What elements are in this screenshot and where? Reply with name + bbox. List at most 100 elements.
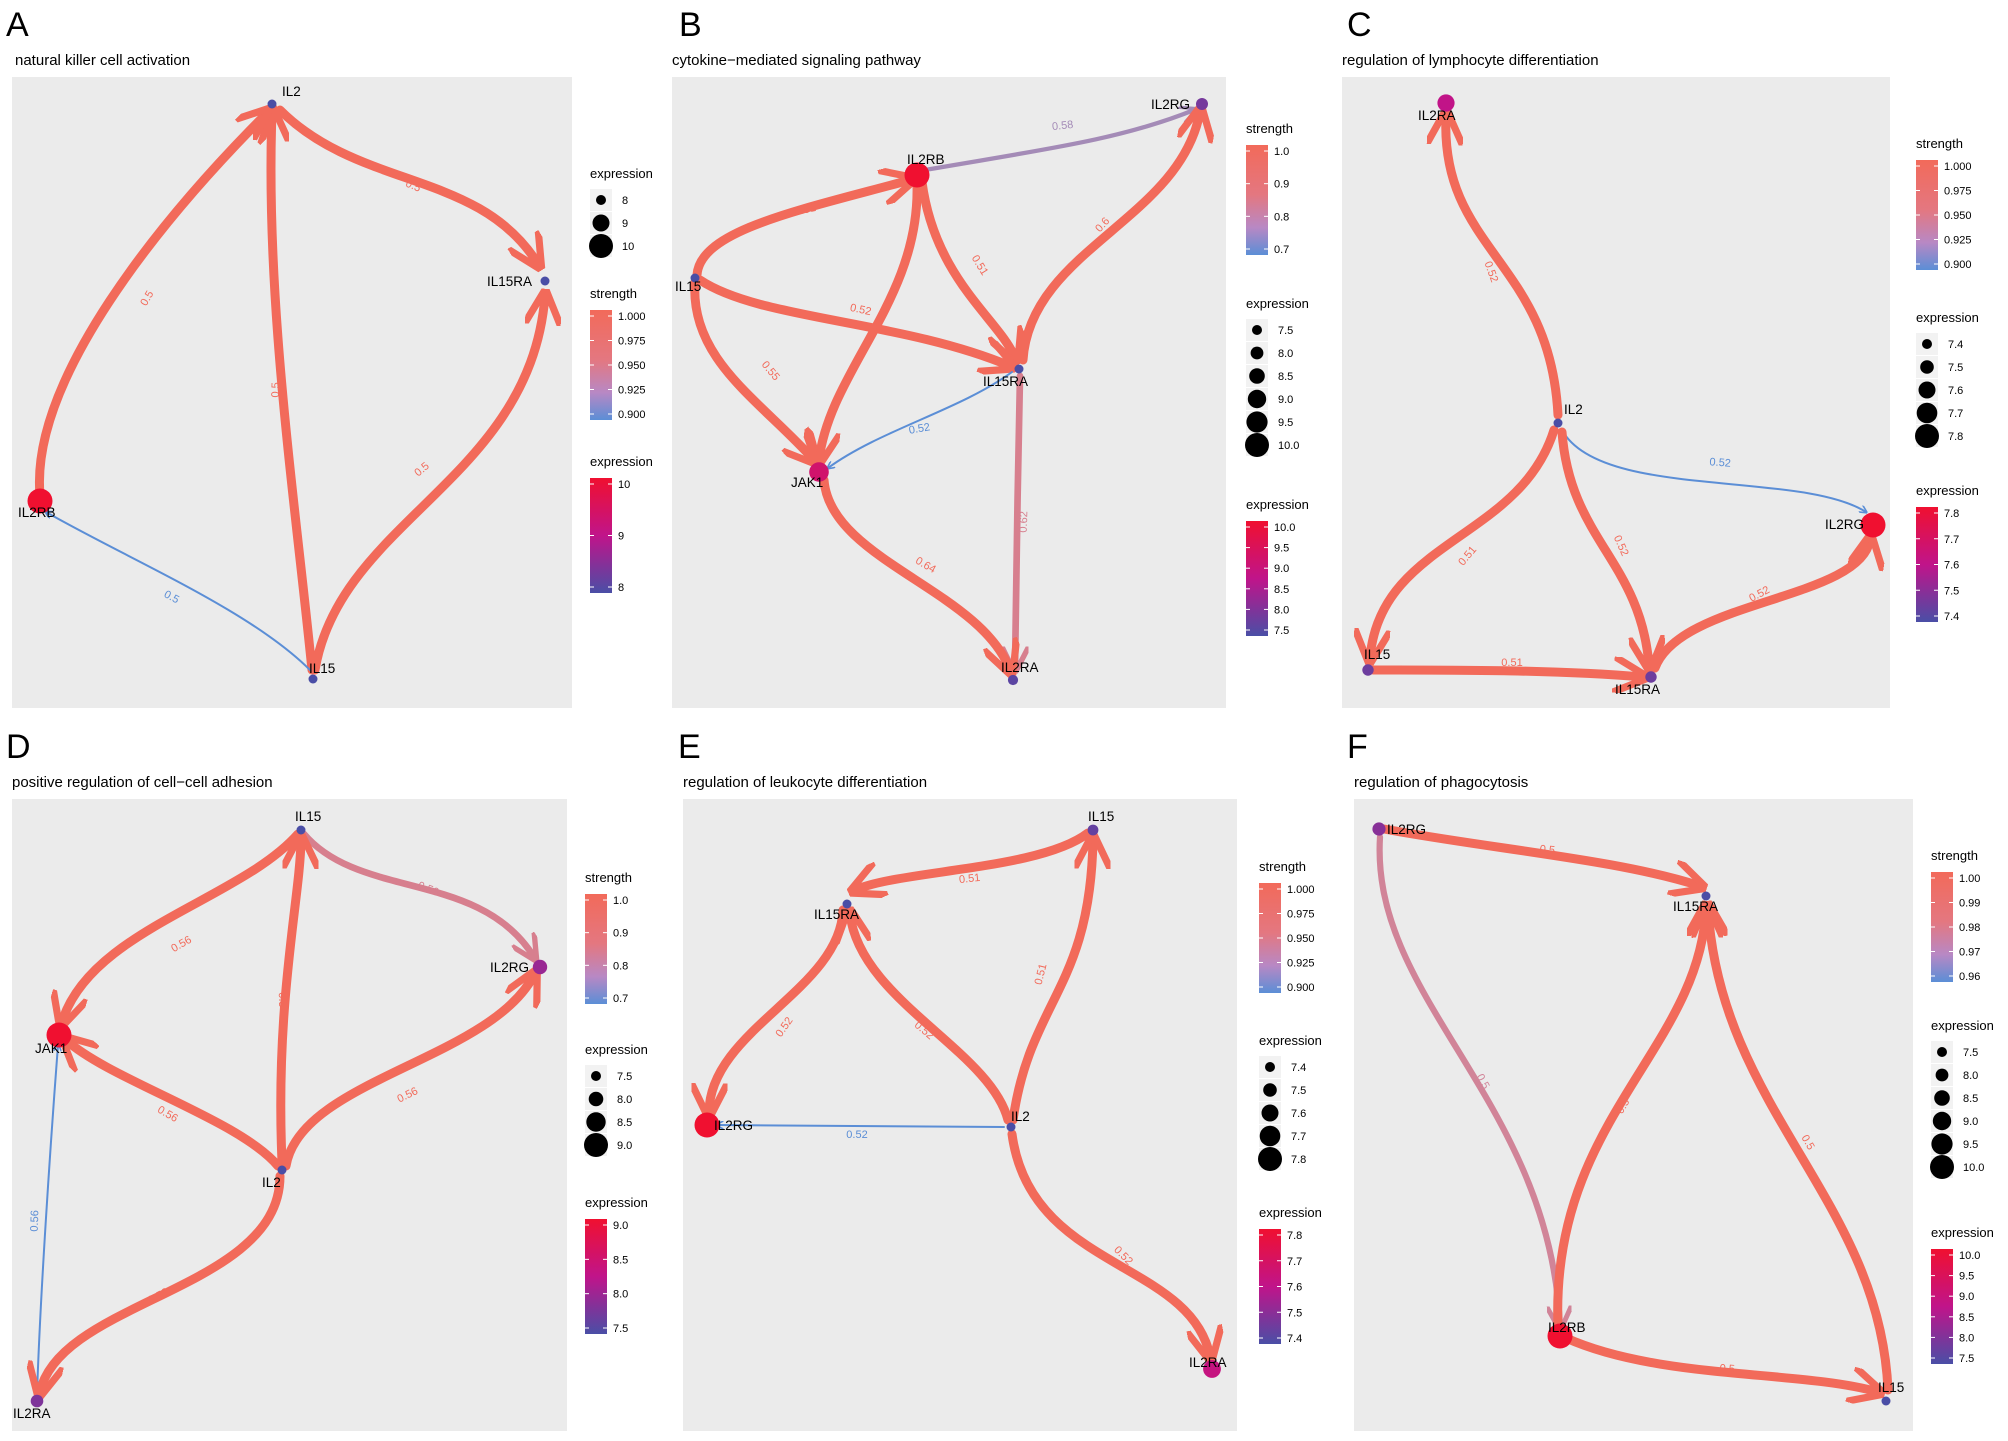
- legend-size-dot: [1922, 339, 1932, 349]
- edge-il2-il2rg: [1561, 429, 1866, 512]
- expression-colorbar: [1916, 507, 1938, 622]
- node-il15ra: [842, 899, 852, 909]
- legend-title: expression: [1259, 1205, 1322, 1220]
- node-label: IL2RA: [1189, 1355, 1227, 1370]
- edge-label: 0.51: [1033, 962, 1050, 986]
- legend-tick: 8: [618, 582, 624, 594]
- legend-tick: 0.925: [1287, 958, 1315, 970]
- expression-colorbar: [585, 1219, 607, 1334]
- edge-il15-il15ra: [1368, 670, 1642, 677]
- node-label: IL2RB: [18, 505, 56, 520]
- node-label: IL15: [309, 661, 335, 676]
- legend-size-dot: [1259, 1125, 1281, 1147]
- node-label: IL15: [675, 279, 701, 294]
- legend-title: strength: [1931, 848, 1978, 863]
- legend-tick: 10.0: [1959, 1250, 1980, 1262]
- legend-tick: 7.5: [1963, 1047, 1978, 1059]
- node-label: IL15: [295, 809, 321, 824]
- edge-il2rb-il2rg: [922, 110, 1194, 173]
- panel-letter: D: [6, 728, 31, 766]
- legend-tick: 8.5: [613, 1254, 628, 1266]
- legend-tick: 1.000: [1944, 161, 1972, 173]
- node-label: IL15RA: [1673, 899, 1718, 914]
- legend-tick: 7.4: [1944, 611, 1959, 623]
- edge-il2-il15ra: [1557, 427, 1649, 665]
- legend-tick: 7.7: [1944, 534, 1959, 546]
- legend-title: strength: [585, 870, 632, 885]
- edge-il2-il2ra: [1446, 116, 1563, 420]
- edge-il2-il15: [1370, 425, 1559, 658]
- node-il2ra: [1203, 1360, 1221, 1378]
- node-il2: [277, 1165, 287, 1175]
- edge-il2-il2rg: [281, 975, 534, 1171]
- legend-color: expression 7.8 7.7 7.6 7.5 7.4: [1259, 1205, 1322, 1345]
- legend-tick: 10.0: [1278, 440, 1299, 452]
- legend-title: expression: [590, 454, 653, 469]
- node-il15: [308, 674, 318, 684]
- legend-size-dot: [1250, 346, 1264, 360]
- node-il15: [296, 825, 306, 835]
- edge-il15-jak1: [62, 829, 303, 1022]
- edge-il2rb-il2: [34, 112, 268, 500]
- legend-tick: 9.0: [1278, 394, 1293, 406]
- legend-title: strength: [1246, 121, 1293, 136]
- legend-size-dot: [588, 1091, 604, 1107]
- legend: expression 8 9 10 strength 1.000 0.975 0.950 0.9…: [589, 166, 653, 594]
- legend-tick: 8.0: [1274, 604, 1289, 616]
- legend-title: expression: [1931, 1225, 1994, 1240]
- edge-label: 0.5: [276, 992, 289, 1008]
- legend-tick: 0.975: [1944, 186, 1972, 198]
- legend-tick: 9.5: [1278, 417, 1293, 429]
- node-il15: [1362, 664, 1374, 676]
- legend-size-dot: [1249, 368, 1265, 384]
- legend-tick: 0.950: [618, 360, 646, 372]
- legend-tick: 0.950: [1287, 933, 1315, 945]
- edge-il2-il15ra: [850, 914, 1013, 1125]
- legend-tick: 8.5: [1963, 1093, 1978, 1105]
- legend-size-dot: [1930, 1155, 1954, 1179]
- expression-colorbar: [590, 478, 612, 593]
- legend-title: expression: [585, 1195, 648, 1210]
- legend-size-dot: [1934, 1090, 1950, 1106]
- node-il2ra: [1007, 674, 1019, 686]
- legend-tick: 1.00: [1959, 873, 1980, 885]
- node-il15: [690, 273, 700, 283]
- edge-jak1-il2ra: [819, 475, 1010, 670]
- node-label: IL15: [1878, 1380, 1904, 1395]
- legend-tick: 0.9: [1274, 179, 1289, 191]
- legend-title: strength: [1259, 859, 1306, 874]
- legend-color: expression 10.0 9.5 9.0 8.5 8.0 7.5: [1246, 497, 1309, 637]
- edge-il2-jak1: [66, 1040, 283, 1171]
- legend-tick: 7.5: [1274, 625, 1289, 637]
- legend-tick: 8.5: [1278, 371, 1293, 383]
- edge-il2-il15ra: [275, 105, 538, 264]
- legend-size-dot: [591, 1071, 601, 1081]
- legend-size-dot: [1258, 1147, 1282, 1171]
- nodes: IL2RG IL15RA IL2RB IL15: [1372, 822, 1904, 1406]
- node-label: IL15RA: [487, 274, 532, 289]
- strength-colorbar: [1916, 160, 1938, 270]
- strength-colorbar: [1246, 145, 1268, 255]
- legend-size-dot: [584, 1133, 608, 1157]
- legend-size-dot: [1263, 1083, 1277, 1097]
- legend-tick: 9.0: [613, 1220, 628, 1232]
- edge-il2-il15: [1008, 840, 1093, 1125]
- legend-title: strength: [590, 286, 637, 301]
- legend-size: expression 8 9 10: [589, 166, 653, 258]
- edges: 0.580.510.510.60.520.550.60.520.620.64: [690, 110, 1200, 670]
- edge-il15ra-il2ra: [1015, 372, 1020, 668]
- legend-tick: 9.0: [1959, 1291, 1974, 1303]
- strength-colorbar: [1931, 872, 1953, 982]
- legend-tick: 7.8: [1948, 431, 1963, 443]
- plot-background: [683, 799, 1237, 1431]
- legend-tick: 7.6: [1291, 1108, 1306, 1120]
- legend-tick: 7.4: [1948, 339, 1963, 351]
- edge-il15ra-il2rg: [1018, 112, 1200, 365]
- node-il2rb: [27, 488, 53, 514]
- legend-tick: 7.4: [1287, 1333, 1302, 1345]
- legend-tick: 9.5: [1963, 1139, 1978, 1151]
- legend-strength: strength 1.000 0.975 0.950 0.925 0.900: [1259, 859, 1315, 994]
- edge-il2-il2ra: [1007, 1129, 1210, 1356]
- node-il2rg: [1196, 98, 1208, 110]
